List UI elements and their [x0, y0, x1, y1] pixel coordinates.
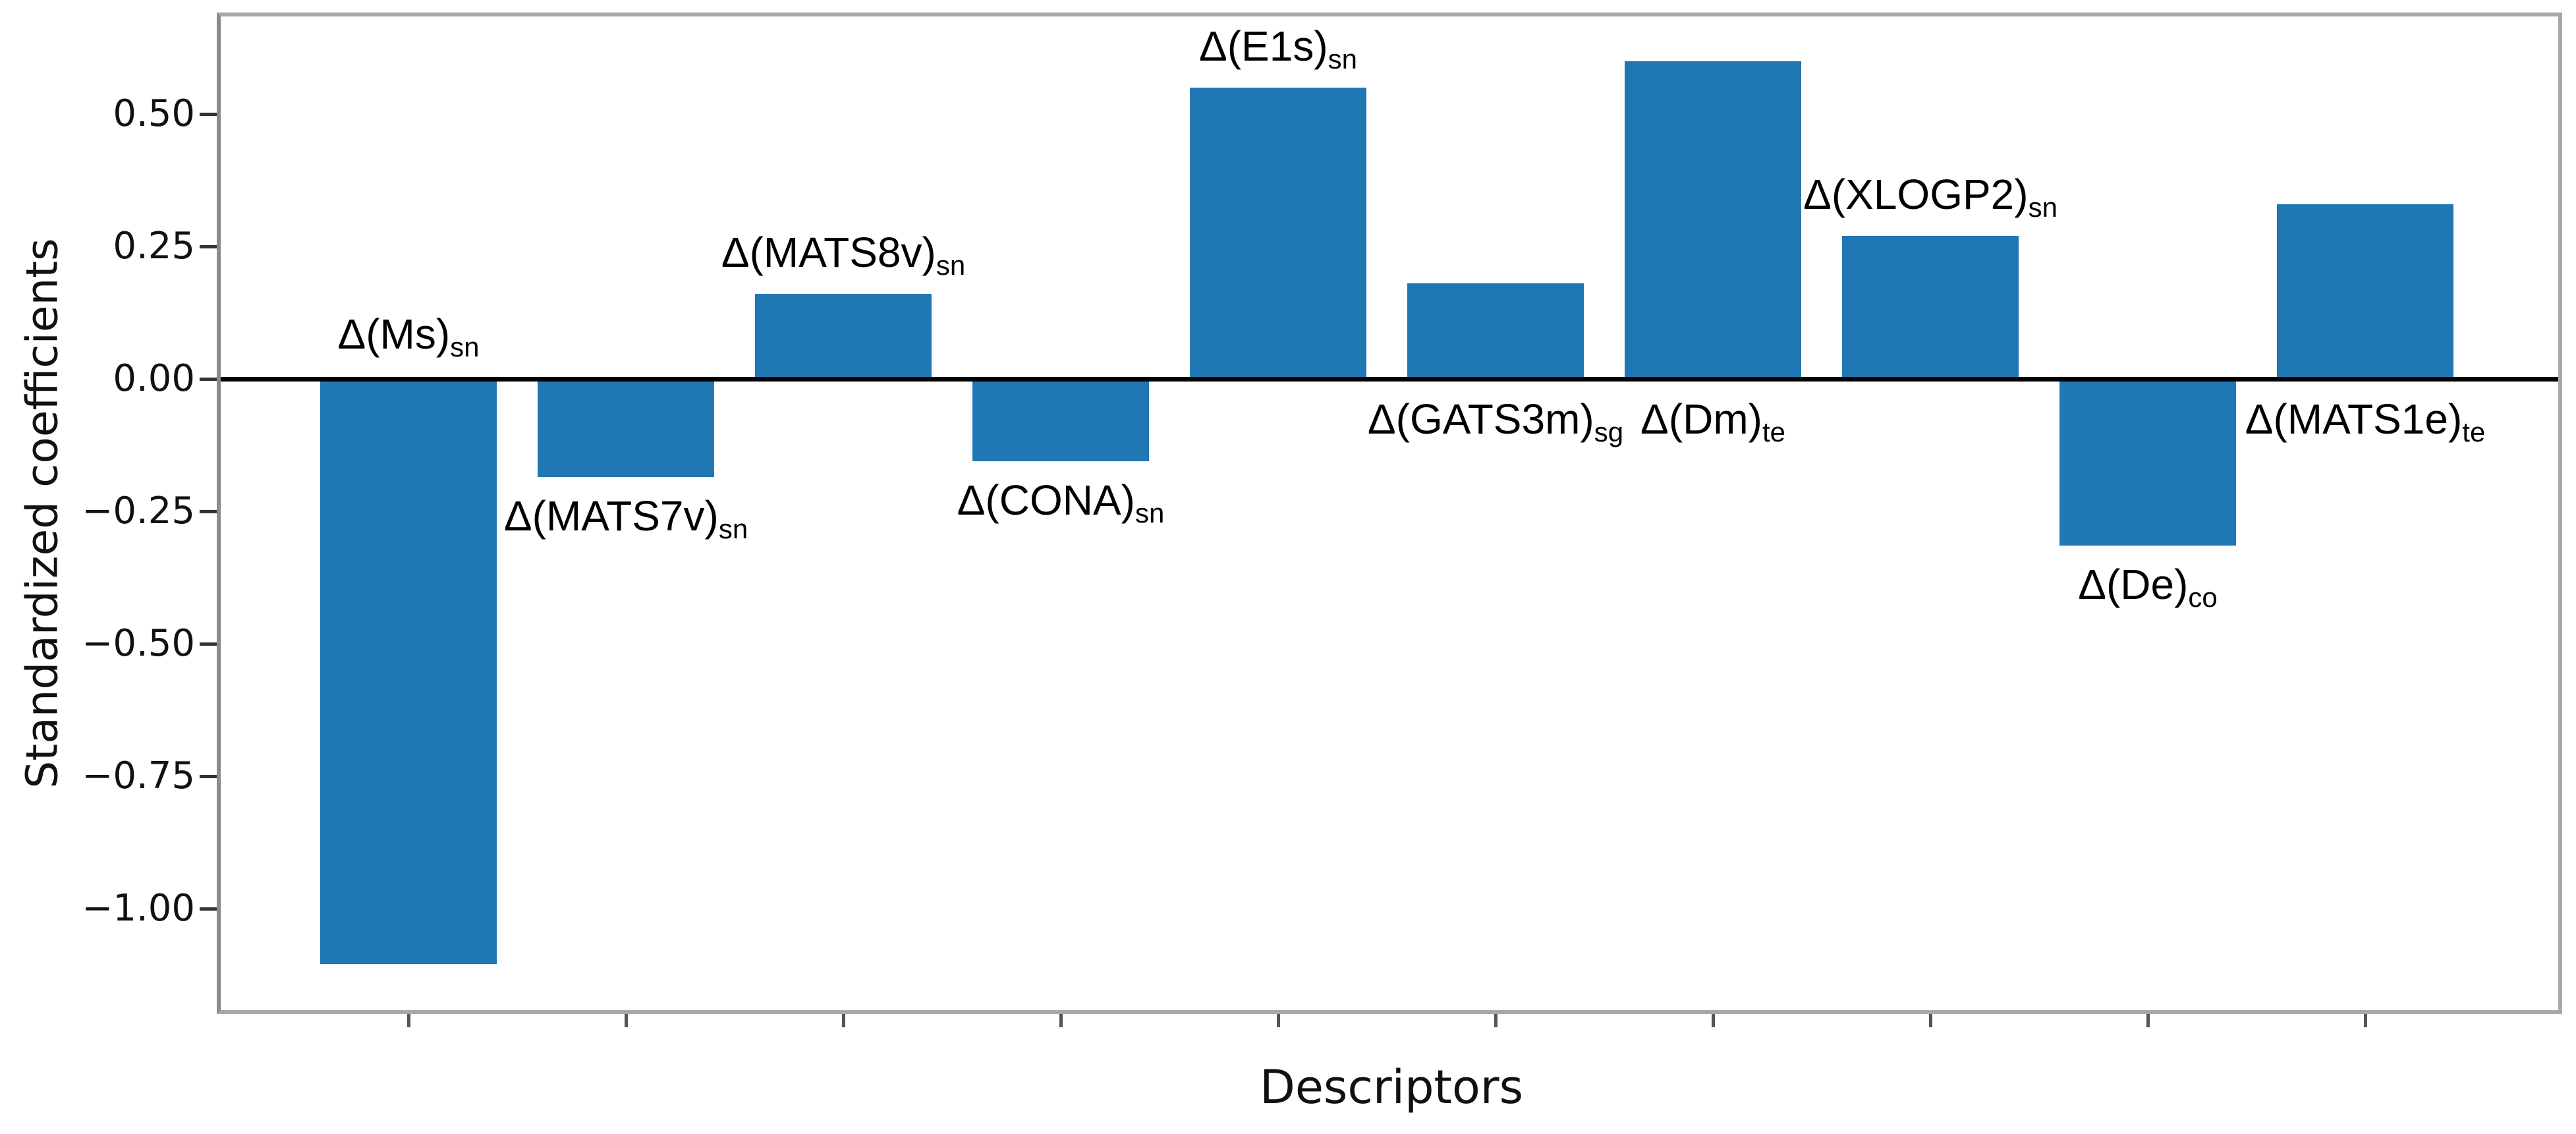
y-tick-mark [200, 907, 217, 911]
y-tick-mark [200, 510, 217, 513]
y-tick-label: 0.25 [113, 225, 195, 268]
y-tick-mark [200, 113, 217, 116]
bar-annotation-base: Δ(MATS8v) [721, 229, 936, 277]
x-tick-mark [407, 1014, 410, 1027]
bar-Δ(Ms)sn [320, 382, 497, 965]
bar-annotation: Δ(Ms)sn [158, 310, 659, 360]
bar-annotation: Δ(MATS1e)te [2115, 395, 2576, 445]
bar-annotation-base: Δ(CONA) [957, 476, 1135, 524]
x-tick-mark [1929, 1014, 1932, 1027]
bar-annotation-subscript: sg [1594, 416, 1624, 447]
x-tick-mark [1277, 1014, 1280, 1027]
bar-annotation: Δ(Dm)te [1463, 395, 1963, 445]
bar-annotation: Δ(De)co [1897, 560, 2398, 611]
x-tick-mark [1059, 1014, 1063, 1027]
bar-annotation-subscript: sn [718, 513, 748, 544]
y-tick-mark [200, 245, 217, 248]
bar-annotation-subscript: te [1762, 416, 1785, 447]
bar-Δ(MATS7v)sn [538, 382, 714, 477]
bar-Δ(XLOGP2)sn [1842, 235, 2019, 379]
y-tick-label: 0.50 [113, 92, 195, 135]
bar-Δ(MATS8v)sn [755, 294, 932, 379]
bar-annotation-base: Δ(XLOGP2) [1803, 170, 2029, 218]
bar-Δ(Dm)te [1625, 61, 1801, 379]
y-tick-label: −0.75 [82, 754, 195, 797]
x-tick-mark [625, 1014, 628, 1027]
x-tick-mark [1712, 1014, 1715, 1027]
bar-annotation: Δ(MATS7v)sn [376, 492, 876, 542]
bar-Δ(De)co [2059, 382, 2236, 546]
x-tick-mark [842, 1014, 845, 1027]
bar-annotation-base: Δ(GATS3m) [1367, 395, 1594, 443]
y-tick-label: 0.00 [113, 357, 195, 400]
bar-annotation: Δ(MATS8v)sn [593, 228, 1094, 279]
bar-annotation: Δ(GATS3m)sg [1245, 395, 1746, 445]
y-tick-label: −0.25 [82, 490, 195, 532]
bar-annotation-base: Δ(MATS1e) [2245, 395, 2463, 443]
bar-annotation-base: Δ(Dm) [1640, 395, 1762, 443]
y-tick-label: −0.50 [82, 622, 195, 665]
bar-annotation-base: Δ(MATS7v) [503, 492, 719, 540]
bar-annotation-base: Δ(De) [2078, 561, 2189, 609]
y-tick-mark [200, 642, 217, 646]
bar-annotation: Δ(E1s)sn [1028, 22, 1528, 74]
bar-annotation: Δ(CONA)sn [810, 476, 1311, 526]
bar-annotation-subscript: sn [1134, 497, 1165, 528]
bar-annotation-base: Δ(Ms) [337, 310, 451, 358]
x-tick-mark [1494, 1014, 1498, 1027]
bar-Δ(GATS3m)sg [1407, 283, 1584, 379]
x-axis-title: Descriptors [1259, 1060, 1524, 1114]
bar-annotation-subscript: sn [450, 331, 480, 362]
bar-annotation-subscript: sn [936, 250, 966, 281]
bar-annotation-base: Δ(E1s) [1198, 22, 1328, 70]
zero-axis-line [221, 377, 2558, 382]
plot-area: Δ(Ms)sn Δ(MATS7v)sn Δ(MATS8v)sn Δ(CONA)sn Δ(… [200, 13, 2562, 1027]
bar-Δ(MATS1e)te [2277, 204, 2453, 379]
bar-Δ(E1s)sn [1190, 87, 1366, 379]
y-tick-label: −1.00 [82, 887, 195, 930]
x-tick-mark [2364, 1014, 2367, 1027]
bar-annotation-subscript: sn [1328, 43, 1357, 74]
y-tick-mark [200, 775, 217, 778]
y-tick-mark [200, 378, 217, 381]
bar-annotation-subscript: sn [2028, 191, 2058, 223]
bar-annotation-subscript: co [2188, 581, 2218, 613]
bar-Δ(CONA)sn [972, 382, 1149, 461]
bar-annotation: Δ(XLOGP2)sn [1680, 170, 2181, 221]
x-tick-mark [2146, 1014, 2150, 1027]
bar-annotation-subscript: te [2462, 416, 2486, 447]
